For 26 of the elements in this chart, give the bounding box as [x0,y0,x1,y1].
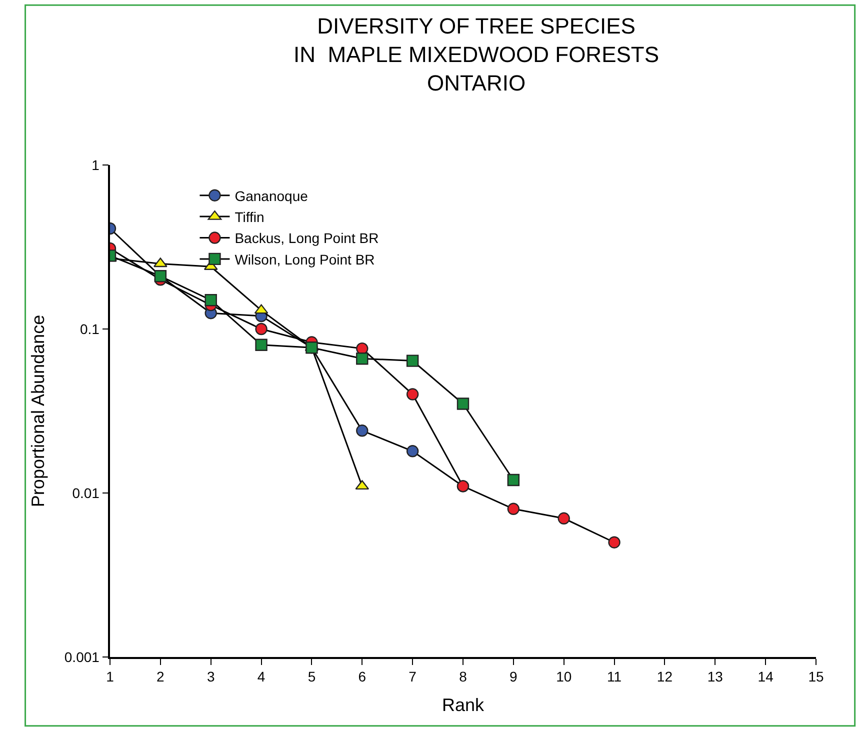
x-tick-label: 13 [707,668,724,685]
legend-label: Gananoque [234,188,308,204]
y-tick-label: 0.01 [72,484,100,501]
x-tick-label: 4 [257,668,266,685]
legend-label: Tiffin [234,209,264,226]
legend-label: Wilson, Long Point BR [234,251,375,268]
x-tick-label: 5 [308,668,316,685]
y-axis-title: Proportional Abundance [28,314,48,508]
x-tick-label: 2 [156,668,165,685]
x-tick-label: 11 [607,668,622,685]
x-tick-label: 14 [758,668,774,685]
y-tick-label: 0.1 [80,320,100,337]
y-tick-label: 1 [92,156,100,173]
x-tick-label: 12 [656,668,673,685]
x-tick-label: 9 [510,668,518,685]
legend-label: Backus, Long Point BR [234,230,379,246]
x-tick-label: 3 [206,668,215,685]
x-tick-label: 7 [408,668,417,685]
x-tick-label: 10 [556,668,572,685]
x-tick-label: 1 [106,668,114,685]
chart-title: DIVERSITY OF TREE SPECIES IN MAPLE MIXEDWOOD FORESTS ONTARIO [294,13,660,96]
x-tick-label: 8 [459,668,468,685]
x-tick-label: 6 [358,668,366,685]
y-tick-label: 0.001 [64,648,100,665]
x-tick-label: 15 [808,668,824,685]
x-axis-title: Rank [442,695,486,716]
